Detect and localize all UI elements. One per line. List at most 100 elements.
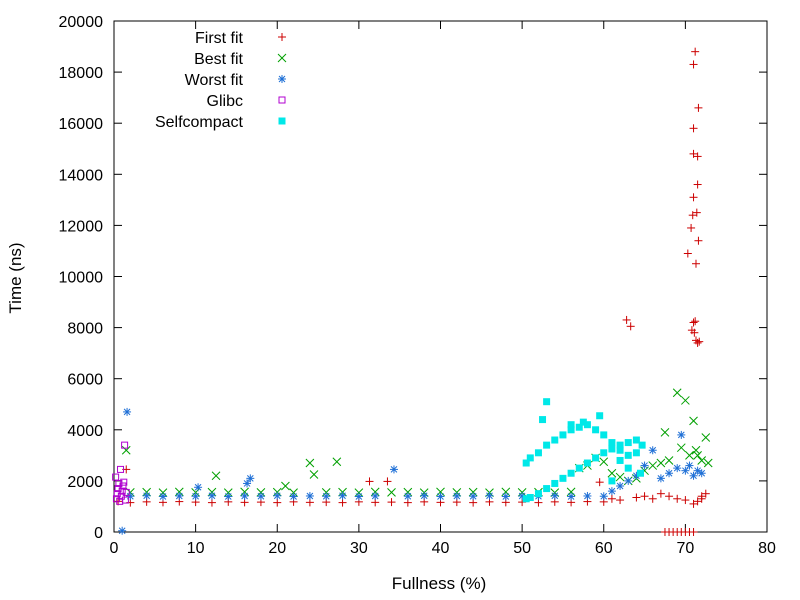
data-point-worst-fit	[289, 492, 298, 501]
y-tick-label: 10000	[59, 270, 104, 287]
data-point-best-fit	[599, 457, 609, 467]
data-point-best-fit	[387, 488, 396, 497]
data-point-selfcompact	[522, 495, 530, 503]
data-point-worst-fit	[194, 483, 203, 492]
legend-marker-glibc	[278, 96, 286, 104]
y-axis-title: Time (ns)	[6, 242, 25, 313]
data-point-worst-fit	[126, 492, 135, 501]
data-point-worst-fit	[191, 492, 200, 501]
data-point-worst-fit	[371, 491, 380, 500]
data-point-worst-fit	[256, 492, 265, 501]
data-point-first-fit	[689, 193, 698, 202]
data-point-best-fit	[656, 458, 666, 468]
data-point-worst-fit	[158, 492, 167, 501]
data-point-first-fit	[273, 498, 282, 507]
y-tick-label: 18000	[59, 65, 104, 82]
data-point-glibc	[122, 488, 130, 496]
data-point-first-fit	[695, 337, 704, 346]
data-point-selfcompact	[616, 456, 624, 464]
data-point-first-fit	[691, 47, 700, 56]
data-point-first-fit	[365, 477, 374, 486]
data-point-glibc	[121, 496, 129, 504]
data-point-selfcompact	[567, 469, 575, 477]
data-point-selfcompact	[543, 485, 551, 493]
data-point-selfcompact	[575, 423, 583, 431]
data-point-first-fit	[691, 317, 700, 326]
data-point-first-fit	[207, 498, 216, 507]
data-point-worst-fit	[599, 492, 608, 501]
data-point-selfcompact	[583, 421, 591, 429]
data-point-selfcompact	[600, 449, 608, 457]
data-point-worst-fit	[389, 465, 398, 474]
data-point-first-fit	[622, 315, 631, 324]
data-point-selfcompact	[551, 436, 559, 444]
data-point-worst-fit	[693, 466, 702, 475]
data-point-best-fit	[240, 487, 249, 497]
data-point-best-fit	[691, 445, 701, 455]
data-point-selfcompact	[551, 479, 559, 487]
data-point-worst-fit	[338, 491, 347, 500]
legend-marker-first-fit	[278, 33, 286, 41]
legend-marker-worst-fit	[278, 75, 286, 83]
data-series	[112, 47, 713, 536]
data-point-selfcompact	[559, 431, 567, 439]
data-point-selfcompact	[567, 421, 575, 429]
data-point-first-fit	[383, 477, 392, 486]
data-point-selfcompact	[539, 416, 547, 424]
x-tick-label: 20	[268, 540, 286, 557]
y-tick-label: 2000	[67, 474, 103, 491]
data-point-best-fit	[664, 456, 674, 465]
data-point-best-fit	[174, 487, 184, 497]
data-point-worst-fit	[697, 469, 706, 478]
data-point-best-fit	[309, 470, 319, 479]
data-point-first-fit	[595, 478, 604, 487]
data-point-selfcompact	[592, 454, 600, 462]
data-point-first-fit	[691, 259, 700, 268]
data-point-worst-fit	[436, 492, 445, 501]
data-point-worst-fit	[403, 492, 412, 501]
data-point-first-fit	[694, 103, 703, 112]
data-point-selfcompact	[559, 474, 567, 482]
data-point-selfcompact	[608, 477, 616, 485]
data-point-glibc	[118, 487, 126, 495]
data-point-first-fit	[656, 489, 665, 498]
data-point-best-fit	[607, 468, 617, 478]
legend-label-selfcompact: Selfcompact	[155, 114, 244, 131]
data-point-best-fit	[676, 443, 686, 453]
data-point-worst-fit	[273, 491, 282, 500]
data-point-selfcompact	[616, 446, 624, 454]
data-point-selfcompact	[543, 441, 551, 449]
data-point-first-fit	[640, 492, 649, 501]
data-point-first-fit	[689, 60, 698, 69]
data-point-best-fit	[501, 487, 511, 497]
data-point-worst-fit	[175, 491, 184, 500]
data-point-best-fit	[693, 450, 702, 460]
y-tick-label: 16000	[59, 116, 104, 133]
data-point-best-fit	[703, 458, 713, 468]
x-tick-label: 30	[350, 540, 368, 557]
data-point-best-fit	[660, 428, 670, 437]
data-point-worst-fit	[689, 471, 698, 480]
data-point-glibc	[120, 478, 128, 486]
data-point-worst-fit	[246, 474, 255, 483]
data-point-worst-fit	[354, 492, 363, 501]
y-tick-label: 20000	[59, 14, 104, 31]
data-point-worst-fit	[640, 461, 649, 470]
data-point-first-fit	[683, 249, 692, 258]
data-point-worst-fit	[567, 492, 576, 501]
data-point-worst-fit	[550, 491, 559, 500]
data-point-first-fit	[616, 496, 625, 505]
data-point-selfcompact	[592, 426, 600, 434]
x-tick-label: 50	[513, 540, 531, 557]
data-point-selfcompact	[636, 469, 644, 477]
data-point-worst-fit	[673, 464, 682, 473]
data-point-first-fit	[648, 494, 657, 503]
data-point-selfcompact	[526, 454, 534, 462]
series-glibc	[112, 441, 130, 505]
data-point-first-fit	[689, 149, 698, 158]
data-point-best-fit	[468, 487, 478, 497]
data-point-selfcompact	[608, 445, 616, 453]
data-point-worst-fit	[469, 492, 478, 501]
data-point-worst-fit	[665, 469, 674, 478]
